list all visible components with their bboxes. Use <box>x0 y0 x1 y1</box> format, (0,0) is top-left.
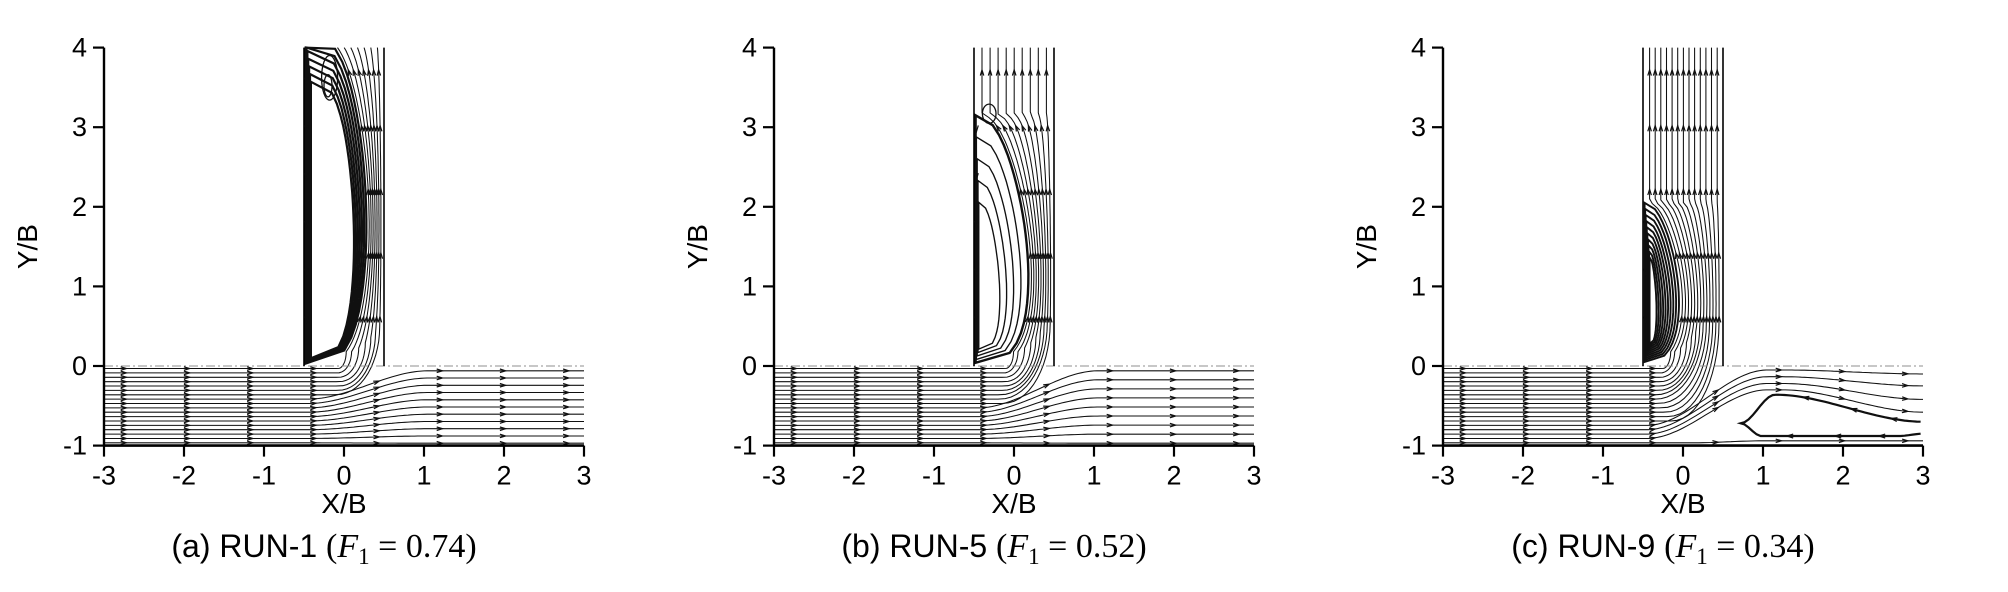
svg-text:-3: -3 <box>762 461 786 491</box>
svg-text:2: 2 <box>742 192 757 222</box>
caption-c-run: (c) RUN-9 <box>1511 528 1665 564</box>
svg-text:1: 1 <box>742 271 757 301</box>
svg-text:2: 2 <box>496 461 511 491</box>
svg-text:1: 1 <box>416 461 431 491</box>
svg-text:1: 1 <box>1411 271 1426 301</box>
caption-a-paren: ( <box>326 528 338 565</box>
caption-c-paren: ( <box>1664 528 1676 565</box>
caption-b-run: (b) RUN-5 <box>841 528 997 564</box>
svg-text:2: 2 <box>1835 461 1850 491</box>
svg-text:1: 1 <box>1086 461 1101 491</box>
svg-text:1: 1 <box>72 271 87 301</box>
svg-text:-1: -1 <box>252 461 276 491</box>
svg-text:0: 0 <box>1411 351 1426 381</box>
panel-a: -1 0 1 2 3 4 -3 -2 -1 0 1 2 3 X/B Y/B (a) RUN-1 (F1 = … <box>0 0 669 592</box>
svg-text:Y/B: Y/B <box>1351 224 1382 269</box>
svg-text:4: 4 <box>742 33 757 63</box>
svg-text:-2: -2 <box>1511 461 1535 491</box>
caption-c-froude-symbol: F <box>1675 528 1697 565</box>
svg-text:Y/B: Y/B <box>12 224 43 269</box>
svg-text:-1: -1 <box>63 431 87 461</box>
svg-text:4: 4 <box>1411 33 1426 63</box>
caption-c: (c) RUN-9 (F1 = 0.34) <box>1423 528 1903 569</box>
caption-b-froude-sub: 1 <box>1028 544 1040 569</box>
svg-text:-2: -2 <box>842 461 866 491</box>
svg-text:-3: -3 <box>1431 461 1455 491</box>
svg-text:3: 3 <box>1411 112 1426 142</box>
caption-b-paren: ( <box>996 528 1008 565</box>
caption-a-froude-sub: 1 <box>358 544 370 569</box>
svg-text:Y/B: Y/B <box>682 224 713 269</box>
svg-text:3: 3 <box>576 461 591 491</box>
streamline-plot-c: -1 0 1 2 3 4 -3 -2 -1 0 1 2 3 X/B Y/B <box>1351 33 1931 519</box>
streamline-plot-b: -1 0 1 2 3 4 -3 -2 -1 0 1 2 3 X/B Y/B <box>682 33 1262 519</box>
svg-text:-3: -3 <box>92 461 116 491</box>
svg-text:-1: -1 <box>733 431 757 461</box>
svg-text:2: 2 <box>1411 192 1426 222</box>
svg-text:0: 0 <box>742 351 757 381</box>
caption-a: (a) RUN-1 (F1 = 0.74) <box>84 528 564 569</box>
svg-text:0: 0 <box>72 351 87 381</box>
caption-b: (b) RUN-5 (F1 = 0.52) <box>754 528 1234 569</box>
svg-text:2: 2 <box>72 192 87 222</box>
svg-text:0: 0 <box>1006 461 1021 491</box>
caption-a-froude-symbol: F <box>337 528 359 565</box>
svg-text:2: 2 <box>1166 461 1181 491</box>
caption-b-froude-symbol: F <box>1007 528 1029 565</box>
svg-text:3: 3 <box>1915 461 1930 491</box>
caption-a-value: = 0.74) <box>369 528 477 565</box>
caption-c-froude-sub: 1 <box>1696 544 1708 569</box>
svg-text:1: 1 <box>1755 461 1770 491</box>
svg-text:0: 0 <box>336 461 351 491</box>
svg-text:X/B: X/B <box>321 488 366 519</box>
svg-text:-1: -1 <box>1402 431 1426 461</box>
svg-text:-2: -2 <box>172 461 196 491</box>
caption-b-value: = 0.52) <box>1039 528 1147 565</box>
streamline-plot-a: -1 0 1 2 3 4 -3 -2 -1 0 1 2 3 X/B Y/B <box>12 33 592 519</box>
panel-b: -1 0 1 2 3 4 -3 -2 -1 0 1 2 3 X/B Y/B (b) RUN-5 (F1 = … <box>670 0 1339 592</box>
svg-text:3: 3 <box>72 112 87 142</box>
caption-c-value: = 0.34) <box>1707 528 1815 565</box>
svg-text:X/B: X/B <box>991 488 1036 519</box>
caption-a-run: (a) RUN-1 <box>171 528 327 564</box>
svg-text:0: 0 <box>1675 461 1690 491</box>
panel-c: -1 0 1 2 3 4 -3 -2 -1 0 1 2 3 X/B Y/B (c) RUN-9 (F1 = … <box>1339 0 2008 592</box>
svg-text:-1: -1 <box>922 461 946 491</box>
svg-text:-1: -1 <box>1591 461 1615 491</box>
svg-text:4: 4 <box>72 33 87 63</box>
svg-text:3: 3 <box>1246 461 1261 491</box>
svg-text:3: 3 <box>742 112 757 142</box>
svg-text:X/B: X/B <box>1660 488 1705 519</box>
